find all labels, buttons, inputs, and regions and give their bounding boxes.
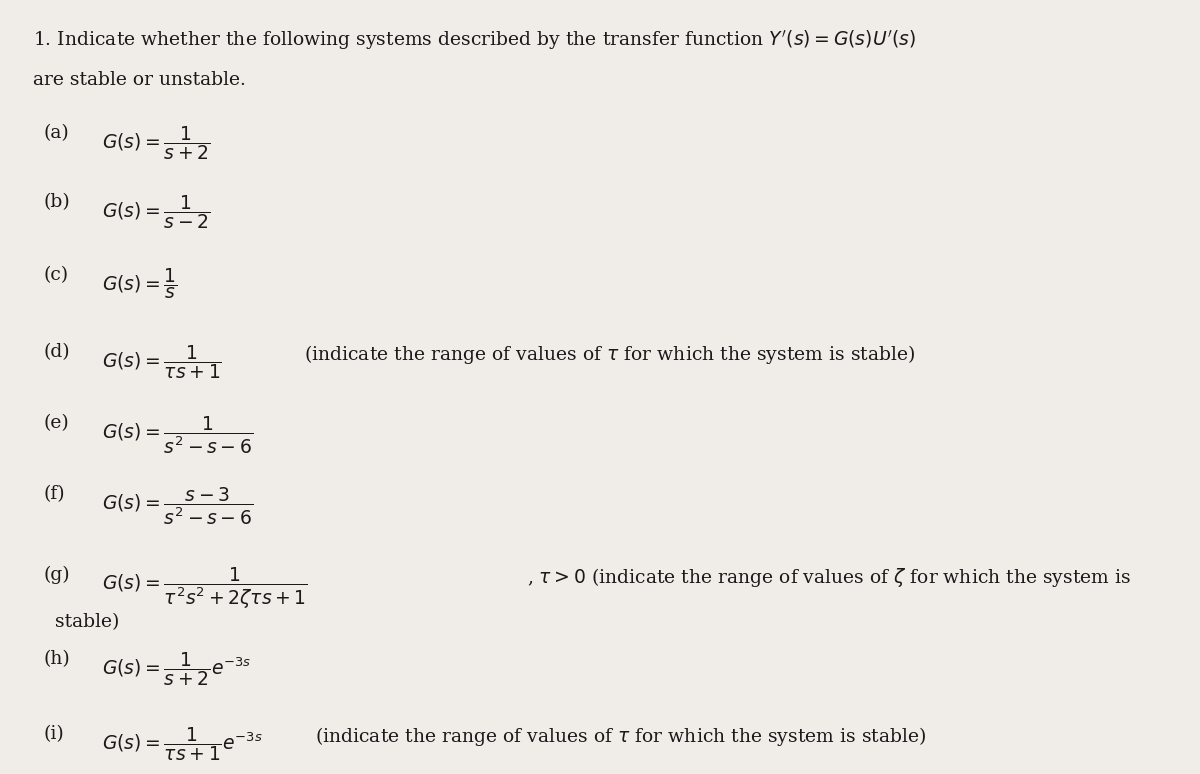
Text: $G(s) = \dfrac{s-3}{s^2-s-6}$: $G(s) = \dfrac{s-3}{s^2-s-6}$	[102, 485, 253, 526]
Text: $G(s) = \dfrac{1}{s}$: $G(s) = \dfrac{1}{s}$	[102, 266, 179, 301]
Text: (c): (c)	[44, 266, 70, 284]
Text: (d): (d)	[44, 343, 71, 361]
Text: $G(s) = \dfrac{1}{\tau s+1}$: $G(s) = \dfrac{1}{\tau s+1}$	[102, 343, 222, 381]
Text: $G(s) = \dfrac{1}{s+2}$: $G(s) = \dfrac{1}{s+2}$	[102, 125, 211, 162]
Text: stable): stable)	[54, 614, 119, 632]
Text: (indicate the range of values of $\tau$ for which the system is stable): (indicate the range of values of $\tau$ …	[305, 343, 916, 366]
Text: $G(s) = \dfrac{1}{s^2-s-6}$: $G(s) = \dfrac{1}{s^2-s-6}$	[102, 415, 253, 456]
Text: (f): (f)	[44, 485, 66, 503]
Text: are stable or unstable.: are stable or unstable.	[34, 70, 246, 88]
Text: $G(s) = \dfrac{1}{\tau s+1}e^{-3s}$: $G(s) = \dfrac{1}{\tau s+1}e^{-3s}$	[102, 724, 263, 762]
Text: (g): (g)	[44, 566, 71, 584]
Text: (i): (i)	[44, 724, 65, 743]
Text: (h): (h)	[44, 650, 71, 668]
Text: (indicate the range of values of $\tau$ for which the system is stable): (indicate the range of values of $\tau$ …	[314, 724, 926, 748]
Text: , $\tau > 0$ (indicate the range of values of $\zeta$ for which the system is: , $\tau > 0$ (indicate the range of valu…	[528, 566, 1132, 589]
Text: $G(s) = \dfrac{1}{s-2}$: $G(s) = \dfrac{1}{s-2}$	[102, 194, 211, 231]
Text: (a): (a)	[44, 125, 70, 142]
Text: (b): (b)	[44, 194, 71, 211]
Text: $G(s) = \dfrac{1}{s+2}e^{-3s}$: $G(s) = \dfrac{1}{s+2}e^{-3s}$	[102, 650, 252, 688]
Text: 1. Indicate whether the following systems described by the transfer function $Y': 1. Indicate whether the following system…	[34, 29, 917, 53]
Text: $G(s) = \dfrac{1}{\tau^2 s^2 + 2\zeta\tau s + 1}$: $G(s) = \dfrac{1}{\tau^2 s^2 + 2\zeta\ta…	[102, 566, 308, 611]
Text: (e): (e)	[44, 415, 70, 433]
